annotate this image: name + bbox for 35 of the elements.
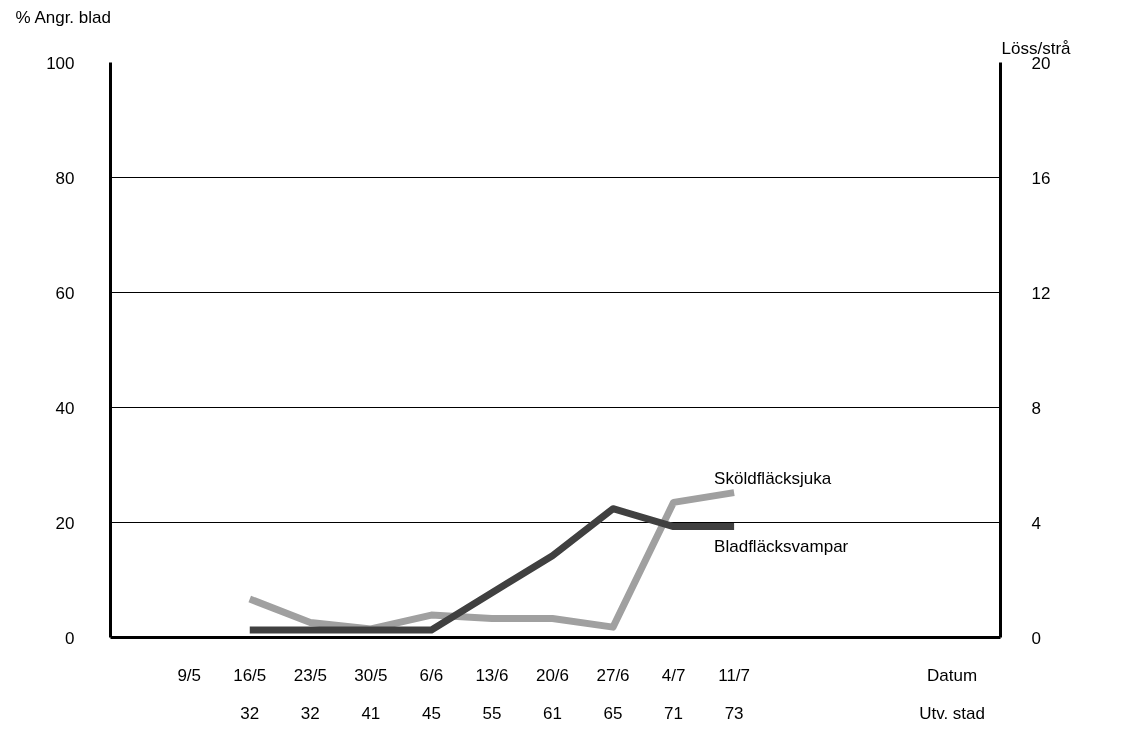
text: 0 [1031, 628, 1041, 648]
text: 73 [724, 703, 744, 723]
x-tick-label: 23/5 [293, 665, 327, 685]
y-tick-label: 100 [46, 53, 75, 73]
series-label: Bladfläcksvampar [714, 537, 849, 557]
x-tick-label: 6/6 [419, 665, 444, 685]
y-tick-label: 20 [55, 513, 75, 533]
text: 41 [361, 703, 381, 723]
text: 45 [421, 703, 441, 723]
x-tick-label: 4/7 [661, 665, 686, 685]
text: Datum [927, 665, 978, 685]
text: Utv. stad [919, 703, 985, 723]
series-label: Sköldfläcksjuka [714, 469, 832, 489]
text: 8 [1031, 398, 1041, 418]
text: 12 [1031, 283, 1051, 303]
x-tick-label: 9/5 [177, 665, 202, 685]
text: 16 [1031, 168, 1051, 188]
text: 61 [543, 703, 562, 723]
x-tick-label: 20/6 [535, 665, 570, 685]
text: 55 [482, 703, 502, 723]
text: 32 [300, 703, 320, 723]
x-tick-label: 27/6 [596, 665, 630, 685]
y-tick-label: 60 [55, 283, 75, 303]
x-tick-label: 30/5 [354, 665, 388, 685]
x-tick-label: 13/6 [475, 665, 509, 685]
text: 65 [603, 703, 623, 723]
text: 4 [1031, 513, 1041, 533]
y-tick-label: 40 [55, 398, 75, 418]
y-tick-label: 0 [65, 628, 75, 648]
text: 32 [240, 703, 260, 723]
text: 71 [664, 703, 684, 723]
x-tick-label: 16/5 [233, 665, 267, 685]
y-tick-label: 80 [55, 168, 75, 188]
y-axis-title: % Angr. blad [15, 7, 111, 27]
x-tick-label: 11/7 [718, 665, 751, 685]
